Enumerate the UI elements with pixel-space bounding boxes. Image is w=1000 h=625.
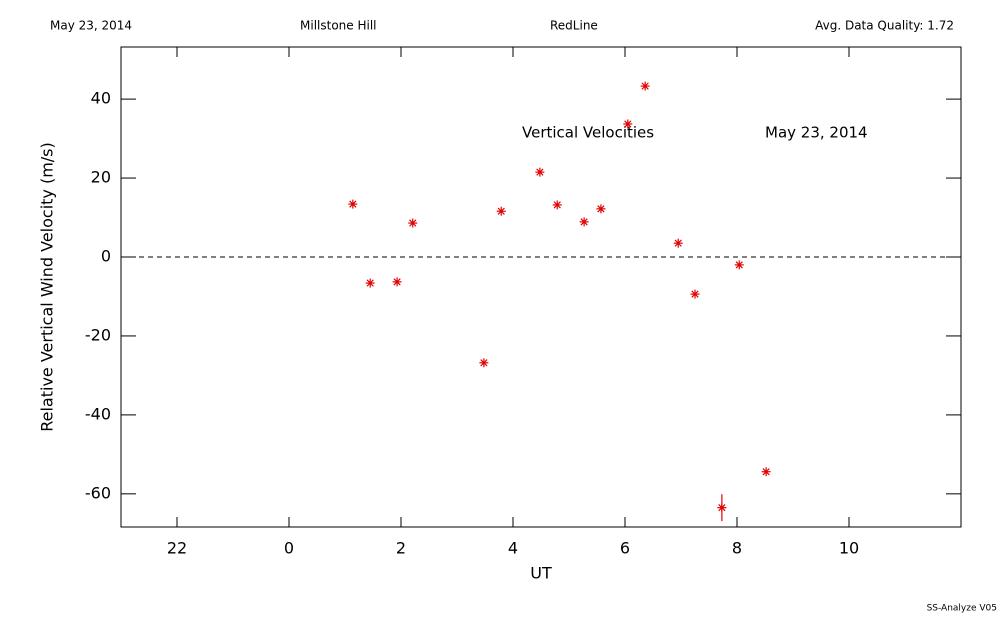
x-tick-label: 2 xyxy=(396,539,406,558)
point xyxy=(673,238,683,248)
point xyxy=(535,167,545,177)
x-tick-label: 22 xyxy=(167,539,187,558)
point xyxy=(408,218,418,228)
point-stroke xyxy=(480,359,488,367)
point-stroke xyxy=(409,219,417,227)
header-site: Millstone Hill xyxy=(300,19,376,33)
annotation: May 23, 2014 xyxy=(765,124,868,142)
y-tick-label: -60 xyxy=(85,483,111,502)
point xyxy=(640,81,650,91)
point-stroke xyxy=(597,205,605,213)
point-stroke xyxy=(553,201,561,209)
point xyxy=(392,277,402,287)
x-tick-label: 0 xyxy=(284,539,294,558)
point xyxy=(761,467,771,477)
point xyxy=(596,204,606,214)
point-stroke xyxy=(691,290,699,298)
point-stroke xyxy=(349,200,357,208)
point-stroke xyxy=(580,218,588,226)
header-quality: Avg. Data Quality: 1.72 xyxy=(815,19,954,33)
point-stroke xyxy=(366,279,374,287)
x-tick-label: 10 xyxy=(839,539,859,558)
point-stroke xyxy=(735,261,743,269)
x-tick-label: 8 xyxy=(732,539,742,558)
point-stroke xyxy=(536,168,544,176)
x-tick-label: 6 xyxy=(620,539,630,558)
point-stroke xyxy=(762,468,770,476)
point xyxy=(479,358,489,368)
x-tick-label: 4 xyxy=(508,539,518,558)
point xyxy=(690,289,700,299)
y-tick-label: 40 xyxy=(91,89,111,108)
point xyxy=(734,260,744,270)
header-instrument: RedLine xyxy=(550,19,598,33)
point-stroke xyxy=(624,120,632,128)
annotation: Vertical Velocities xyxy=(522,124,654,142)
y-tick-label: -40 xyxy=(85,404,111,423)
point xyxy=(365,278,375,288)
header-date: May 23, 2014 xyxy=(50,19,132,33)
x-axis-label: UT xyxy=(530,564,552,583)
y-tick-label: 20 xyxy=(91,168,111,187)
point xyxy=(496,206,506,216)
plot-frame xyxy=(120,46,962,528)
point-stroke xyxy=(497,207,505,215)
footer: SS-Analyze V05 xyxy=(927,604,997,614)
y-tick-label: -20 xyxy=(85,325,111,344)
y-tick-label: 0 xyxy=(101,247,111,266)
point xyxy=(552,200,562,210)
point-stroke xyxy=(641,82,649,90)
point-stroke xyxy=(674,239,682,247)
point-stroke xyxy=(393,278,401,286)
y-axis-label: Relative Vertical Wind Velocity (m/s) xyxy=(38,142,57,432)
point xyxy=(579,217,589,227)
point xyxy=(348,199,358,209)
point xyxy=(623,119,633,129)
